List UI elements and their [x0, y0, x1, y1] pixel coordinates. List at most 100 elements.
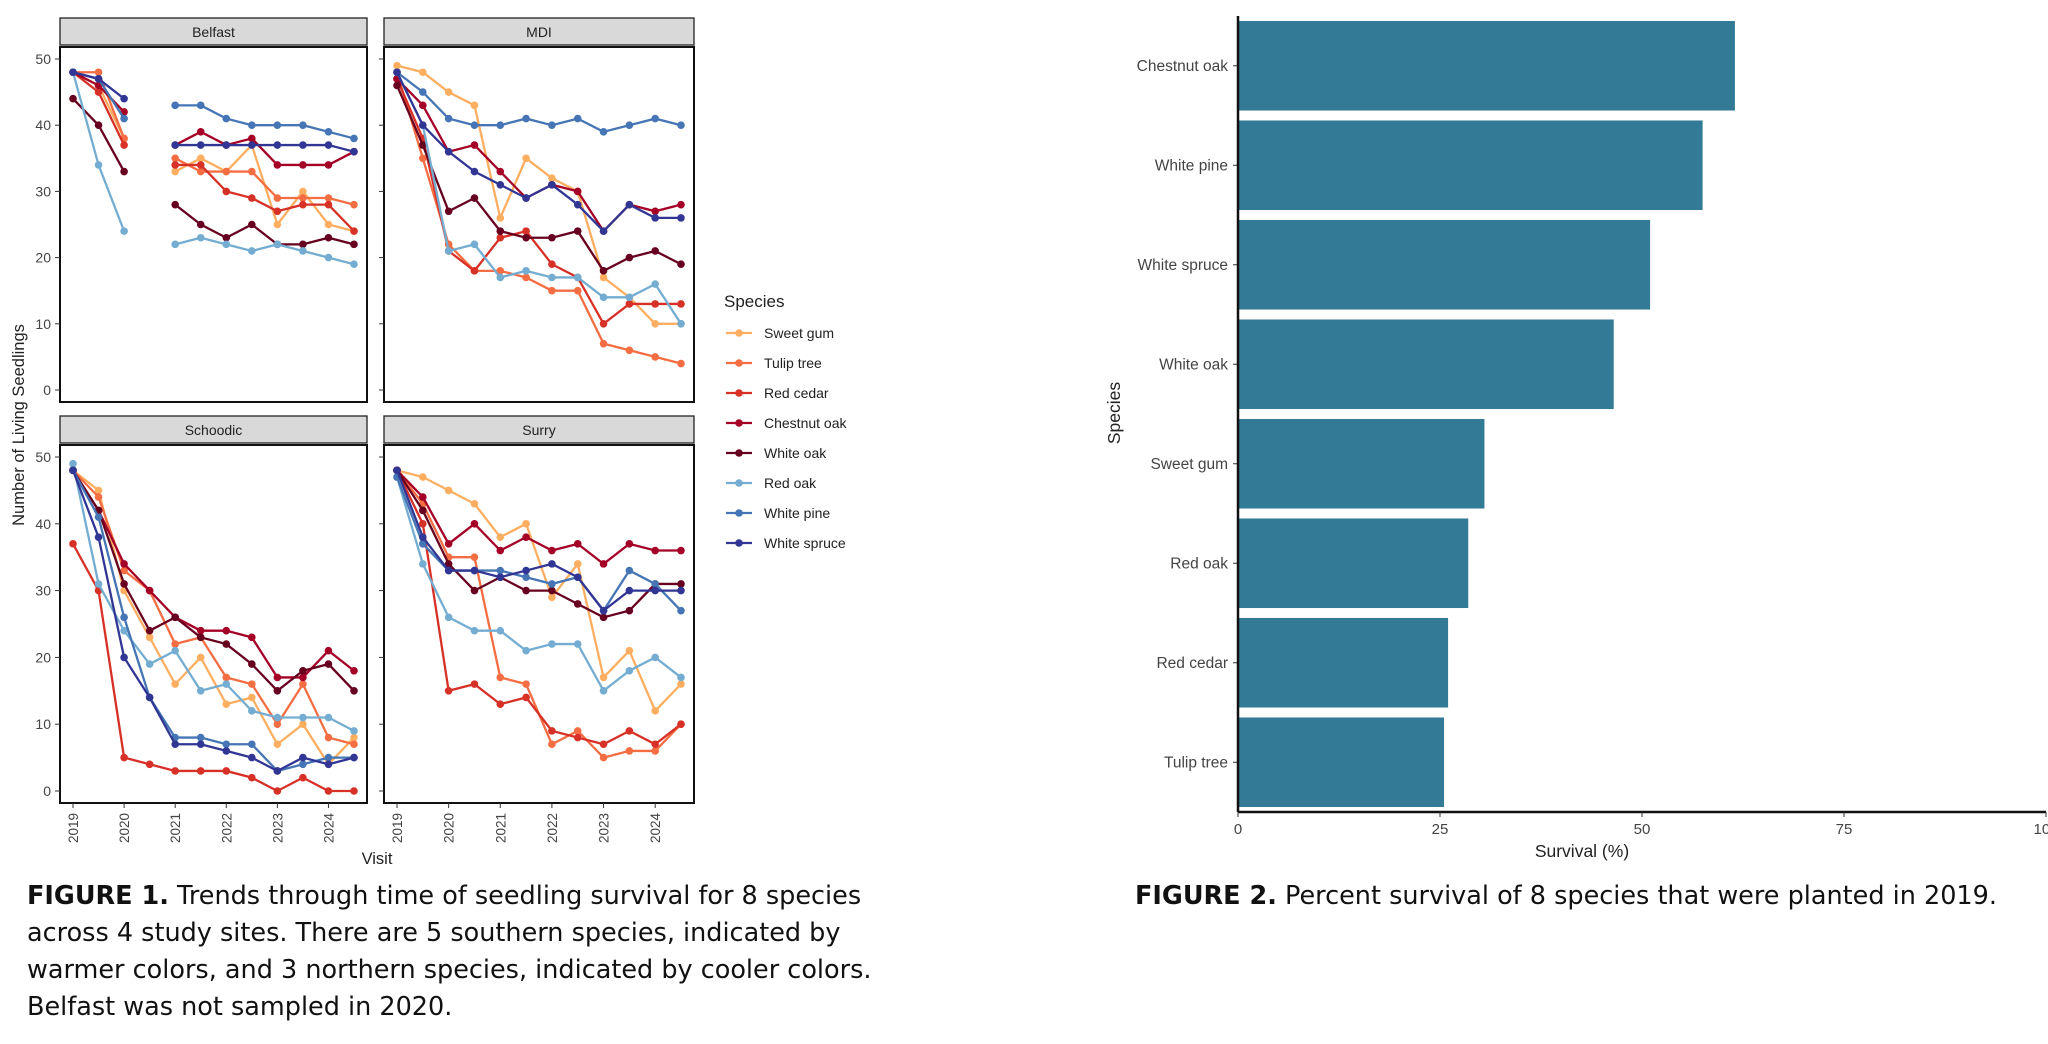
panel-belfast-series-white-pine-line-1	[175, 104, 355, 140]
panel-mdi-series-white-pine-line-0	[396, 71, 682, 134]
panel-schoodic-series-red-cedar-point-8	[273, 787, 282, 795]
panel-schoodic-series-red-oak-point-1	[94, 580, 103, 588]
panel-belfast-strip-label: Belfast	[192, 24, 235, 40]
panel-schoodic-series-white-spruce-point-10	[324, 760, 333, 769]
panel-surry-series-white-spruce-point-3	[470, 566, 479, 575]
panel-mdi-series-red-cedar-point-10	[651, 300, 659, 308]
panel-surry-series-white-oak-point-9	[625, 606, 634, 615]
panel-schoodic-series-red-oak-point-7	[248, 707, 256, 715]
panel-belfast-series-red-oak	[69, 68, 358, 269]
legend-item-sweet-gum-label: Sweet gum	[764, 325, 834, 341]
panel-mdi-strip	[383, 17, 695, 46]
panel-schoodic-strip	[59, 415, 368, 444]
panel-surry-series-sweet-gum-point-4	[496, 533, 505, 541]
panel-mdi-series-tulip-tree-line-0	[395, 71, 682, 365]
panel-schoodic-series-tulip-tree-line-0	[72, 469, 355, 746]
figure1-legend-title: Species	[724, 292, 784, 311]
panel-mdi-series-tulip-tree-point-7	[573, 286, 582, 295]
figure2-caption-text: Percent survival of 8 species that were …	[1276, 881, 1997, 911]
panel-mdi-series-white-pine-point-6	[548, 121, 556, 129]
figure2-caption-label: FIGURE 2.	[1135, 881, 1277, 911]
panel-mdi-series-white-spruce-point-2	[444, 147, 453, 156]
panel-schoodic-series-sweet-gum-point-11	[350, 733, 358, 742]
panel-surry-series-red-cedar-point-2	[444, 687, 453, 695]
panel-mdi-series-chestnut-oak-point-1	[419, 101, 427, 110]
panel-belfast-series-red-oak-point-10	[324, 253, 333, 262]
legend-item-red-cedar-key	[735, 389, 743, 397]
legend-item-red-oak-key	[735, 479, 743, 487]
panel-surry-series-red-cedar-point-9	[625, 727, 634, 735]
figure2-caption: FIGURE 2. Percent survival of 8 species …	[1135, 878, 2035, 915]
panel-surry-series-white-oak-point-7	[573, 600, 582, 608]
panel-schoodic-series-red-cedar-point-0	[69, 540, 77, 548]
panel-surry-series-white-pine-point-10	[651, 580, 659, 588]
panel-mdi-series-red-oak-line-0	[395, 71, 682, 325]
panel-surry-series-white-oak-point-3	[470, 586, 479, 595]
panel-surry-series-white-spruce-point-4	[496, 573, 505, 582]
panel-mdi-series-white-spruce-point-8	[599, 227, 608, 235]
panel-schoodic-series-tulip-tree-point-11	[350, 740, 358, 749]
panel-mdi-series-white-pine-point-5	[522, 114, 530, 123]
panel-surry-series-chestnut-oak-point-2	[444, 540, 453, 548]
panel-surry-series-tulip-tree-point-9	[625, 747, 634, 755]
panel-surry-series-red-oak-point-7	[573, 640, 582, 648]
panel-schoodic: Schoodic 0 10 20 30 40 50 2019 2020 2021 2022 2023 2…	[35, 415, 368, 843]
panel-belfast-series-white-oak-point-5	[196, 220, 205, 229]
panel-surry-series-chestnut-oak	[393, 466, 685, 568]
panel-mdi-series-sweet-gum-point-2	[444, 88, 453, 96]
panel-schoodic-series-white-spruce-point-6	[222, 747, 231, 755]
panel-belfast-series-red-oak-point-8	[273, 240, 282, 249]
panel-schoodic-series-white-oak-point-9	[299, 666, 307, 675]
panel-schoodic-series-white-spruce-point-0	[69, 466, 77, 475]
panel-surry-series-white-spruce	[393, 466, 685, 615]
legend-item-tulip-tree-key	[735, 359, 743, 367]
bar-white-oak	[1238, 319, 1614, 410]
legend-item-chestnut-oak-key	[735, 419, 743, 427]
panel-surry-series-white-spruce-point-10	[651, 586, 659, 595]
bar-white-pine	[1238, 120, 1703, 211]
panel-schoodic-series-white-oak	[69, 466, 358, 695]
figure2-x-axis-title: Survival (%)	[1535, 841, 1629, 861]
panel-surry-series-tulip-tree-point-4	[496, 673, 505, 682]
panel-belfast-series-red-oak-point-6	[222, 240, 231, 249]
legend-item-white-spruce-key	[735, 539, 743, 547]
panel-schoodic-series-sweet-gum-point-4	[171, 680, 179, 688]
panel-schoodic-series-red-cedar-point-2	[120, 753, 128, 762]
panel-mdi-series-white-oak	[393, 81, 685, 275]
panel-surry-series-sweet-gum-point-3	[470, 499, 479, 508]
panel-mdi-series-red-oak-point-2	[444, 247, 453, 255]
panel-belfast-series-white-pine-point-10	[324, 128, 333, 136]
panel-mdi-series-sweet-gum-point-10	[651, 320, 659, 328]
panel-schoodic-series-sweet-gum-point-5	[196, 653, 205, 662]
panel-schoodic-series-tulip-tree-point-4	[171, 640, 179, 648]
panel-mdi-series-sweet-gum-point-1	[419, 68, 427, 77]
panel-surry-series-chestnut-oak-point-11	[677, 546, 685, 555]
panel-surry-series-white-pine-point-5	[522, 573, 530, 582]
panel-mdi-series-tulip-tree-point-1	[419, 154, 427, 163]
panel-schoodic-series-red-oak-point-5	[196, 687, 205, 695]
panel-schoodic-series-white-spruce-point-9	[299, 753, 307, 762]
panel-mdi-series-white-oak-point-11	[677, 260, 685, 269]
panel-mdi-series-white-spruce-point-9	[625, 200, 634, 209]
panel-mdi-series-red-oak-point-8	[599, 293, 608, 302]
panel-belfast-ytick-label-30: 30	[35, 183, 51, 199]
panel-schoodic-series-red-oak-point-8	[273, 713, 282, 722]
panel-belfast-series-white-spruce-point-6	[222, 141, 231, 149]
panel-belfast-series-tulip-tree-point-1	[94, 68, 103, 77]
panel-belfast-series-tulip-tree-point-10	[324, 194, 333, 202]
panel-mdi-series-sweet-gum-point-8	[599, 273, 608, 282]
panel-schoodic-series-white-pine-point-10	[324, 753, 333, 762]
panel-schoodic-series-sweet-gum-point-3	[145, 633, 154, 642]
panel-mdi-series-sweet-gum-line-0	[396, 64, 681, 325]
panel-surry-series-white-pine-point-11	[677, 606, 685, 615]
panel-schoodic-series-white-spruce-line-0	[71, 469, 355, 773]
panel-mdi-series-white-pine-point-2	[444, 114, 453, 123]
panel-schoodic-series-red-oak-line-0	[71, 463, 355, 732]
panel-surry-series-red-cedar-point-6	[548, 727, 556, 735]
panel-schoodic-series-tulip-tree-point-2	[120, 566, 128, 575]
panel-schoodic-xtick-label-2022: 2022	[219, 813, 234, 843]
figure1-y-axis-title: Number of Living Seedlings	[10, 324, 28, 526]
panel-schoodic-xtick-label-2019: 2019	[66, 813, 81, 843]
panel-surry-series-chestnut-oak-point-1	[419, 493, 427, 501]
panel-mdi-series-red-oak-point-5	[522, 267, 530, 275]
